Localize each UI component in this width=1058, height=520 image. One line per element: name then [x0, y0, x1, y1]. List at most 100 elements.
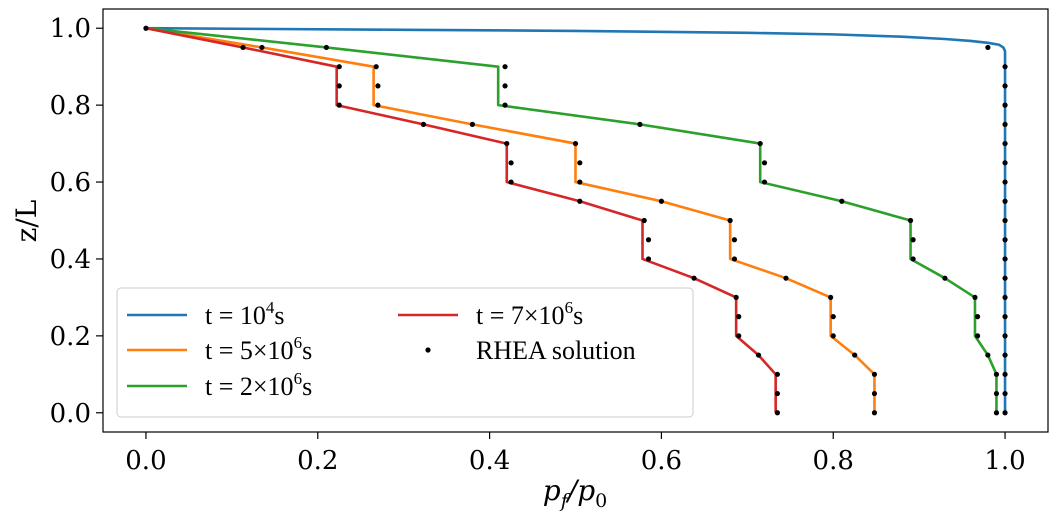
rhea-marker-27: [761, 160, 768, 166]
y-axis-label: z/L: [10, 200, 43, 243]
rhea-marker-74: [871, 390, 878, 397]
rhea-marker-58: [830, 314, 836, 320]
rhea-marker-15: [502, 102, 508, 108]
y-axis-ticks: 0.0 0.2 0.4 0.6 0.8 1.0: [50, 14, 103, 429]
rhea-marker-75: [993, 390, 1000, 397]
series-line-2: [145, 26, 876, 413]
rhea-marker-5: [336, 64, 342, 70]
y-tick-label-2: 0.4: [50, 245, 91, 275]
rhea-marker-12: [1002, 83, 1008, 89]
rhea-marker-73: [774, 390, 780, 397]
rhea-marker-62: [830, 333, 836, 339]
rhea-marker-16: [1002, 102, 1008, 108]
rhea-marker-52: [1002, 275, 1008, 281]
rhea-marker-61: [736, 333, 742, 339]
rhea-marker-31: [761, 179, 768, 185]
rhea-marker-38: [727, 217, 733, 224]
rhea-marker-1: [240, 44, 246, 51]
rhea-marker-0: [143, 25, 149, 31]
y-tick-label-1: 0.2: [50, 322, 91, 352]
x-axis-label-slash: /: [565, 474, 580, 507]
rhea-marker-29: [508, 179, 514, 185]
rhea-marker-6: [373, 64, 379, 70]
rhea-marker-10: [375, 83, 381, 89]
rhea-marker-54: [828, 294, 834, 301]
rhea-marker-23: [757, 140, 763, 147]
x-tick-label-4: 0.8: [813, 446, 854, 476]
legend-label-3: t = 7×106s: [476, 298, 583, 330]
rhea-marker-37: [641, 217, 647, 224]
rhea-marker-4: [985, 44, 991, 51]
y-tick-label-3: 0.6: [50, 168, 91, 198]
rhea-marker-70: [871, 371, 878, 377]
rhea-marker-21: [504, 140, 510, 147]
rhea-marker-11: [502, 83, 508, 89]
legend-box: [116, 287, 694, 418]
x-axis-label-p2: p: [577, 474, 595, 507]
rhea-marker-79: [993, 410, 1000, 416]
legend-label-rhea: RHEA solution: [476, 336, 636, 365]
rhea-marker-53: [733, 294, 739, 301]
rhea-marker-59: [974, 314, 981, 320]
rhea-marker-34: [658, 198, 665, 204]
x-axis-ticks: 0.0 0.2 0.4 0.6 0.8 1.0: [125, 432, 1026, 476]
x-tick-label-0: 0.0: [125, 446, 166, 476]
rhea-marker-56: [1002, 294, 1008, 301]
rhea-marker-48: [1002, 256, 1008, 262]
rhea-marker-3: [323, 44, 329, 51]
rhea-marker-47: [910, 256, 916, 262]
rhea-marker-72: [1002, 371, 1008, 377]
rhea-marker-42: [731, 237, 738, 243]
rhea-marker-22: [572, 140, 579, 147]
series-line-3: [145, 26, 998, 413]
rhea-marker-19: [637, 121, 643, 127]
rhea-marker-20: [1002, 121, 1008, 127]
rhea-marker-51: [942, 275, 948, 281]
rhea-marker-7: [502, 64, 508, 70]
rhea-marker-17: [420, 121, 427, 127]
rhea-marker-49: [691, 275, 697, 281]
rhea-marker-33: [577, 198, 583, 204]
rhea-marker-68: [1002, 352, 1008, 358]
legend-label-2: t = 2×106s: [205, 369, 312, 401]
rhea-marker-41: [645, 237, 652, 243]
rhea-marker-40: [1002, 217, 1008, 224]
rhea-marker-77: [774, 410, 780, 416]
rhea-marker-76: [1002, 390, 1008, 397]
rhea-marker-35: [839, 198, 845, 204]
series-line-1: [145, 26, 1007, 413]
rhea-marker-39: [907, 217, 914, 224]
x-tick-label-2: 0.4: [469, 446, 510, 476]
axes-frame: [102, 8, 1049, 433]
legend-label-1: t = 5×106s: [205, 333, 312, 365]
rhea-marker-71: [993, 371, 1000, 377]
rhea-marker-28: [1002, 160, 1008, 166]
rhea-marker-46: [731, 256, 738, 262]
rhea-marker-30: [577, 179, 583, 185]
rhea-marker-78: [871, 410, 878, 416]
x-axis-label-p1: p: [543, 474, 561, 507]
rhea-marker-25: [508, 160, 514, 166]
rhea-marker-65: [755, 352, 762, 358]
rhea-marker-55: [972, 294, 978, 301]
rhea-marker-66: [852, 352, 858, 358]
rhea-marker-2: [259, 44, 265, 51]
x-tick-label-3: 0.6: [641, 446, 682, 476]
rhea-marker-13: [336, 102, 342, 108]
y-tick-label-4: 0.8: [50, 91, 91, 121]
x-axis-label: pf/p0: [543, 474, 607, 512]
rhea-marker-69: [774, 371, 780, 377]
rhea-marker-64: [1002, 333, 1008, 339]
rhea-marker-8: [1002, 64, 1008, 70]
rhea-marker-24: [1002, 140, 1008, 147]
y-tick-label-0: 0.0: [50, 399, 91, 429]
rhea-marker-36: [1002, 198, 1008, 204]
legend-label-0: t = 104s: [205, 298, 285, 330]
x-tick-label-5: 1.0: [984, 446, 1025, 476]
rhea-marker-60: [1002, 314, 1008, 320]
rhea-marker-63: [974, 333, 981, 339]
rhea-marker-18: [469, 121, 476, 127]
